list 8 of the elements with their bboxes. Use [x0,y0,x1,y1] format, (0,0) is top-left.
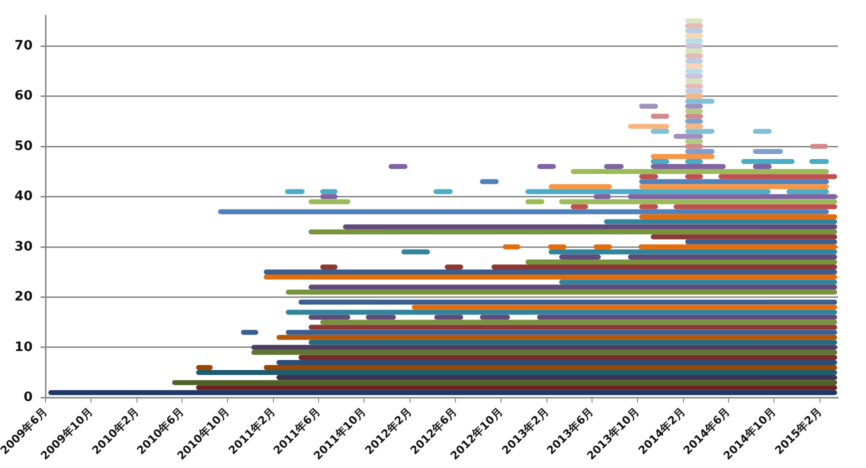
y-tick-label: 20 [14,290,33,305]
y-tick-label: 0 [24,390,33,406]
y-tick-label: 40 [14,189,33,204]
y-tick-label: 70 [14,38,33,54]
y-tick-label: 10 [14,340,33,355]
y-tick-label: 50 [14,138,33,154]
y-tick-label: 60 [14,88,33,104]
y-tick-label: 30 [14,239,33,254]
